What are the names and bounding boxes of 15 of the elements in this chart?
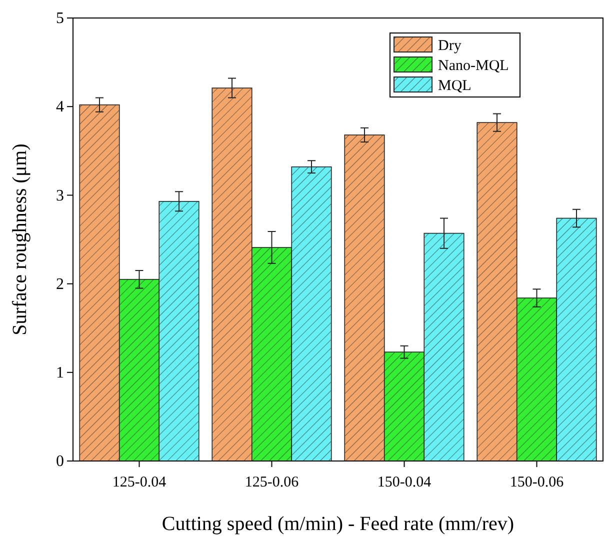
y-tick-label: 5 — [56, 10, 64, 28]
legend-label: MQL — [438, 78, 472, 94]
legend-label: Nano-MQL — [438, 58, 509, 74]
x-axis-title: Cutting speed (m/min) - Feed rate (mm/rev) — [162, 513, 514, 535]
x-tick-label: 150-0.04 — [377, 474, 432, 490]
y-axis-title: Surface roughness (μm) — [9, 144, 31, 336]
y-tick-label: 0 — [56, 453, 64, 470]
y-tick-label: 4 — [56, 98, 64, 116]
x-tick-label: 125-0.04 — [112, 474, 167, 490]
y-tick-label: 3 — [56, 187, 64, 204]
y-tick-label: 2 — [56, 276, 64, 293]
x-tick-label: 125-0.06 — [244, 474, 300, 490]
x-tick-label: 150-0.06 — [510, 474, 564, 490]
y-tick-label: 1 — [56, 364, 64, 382]
legend-label: Dry — [438, 38, 462, 54]
